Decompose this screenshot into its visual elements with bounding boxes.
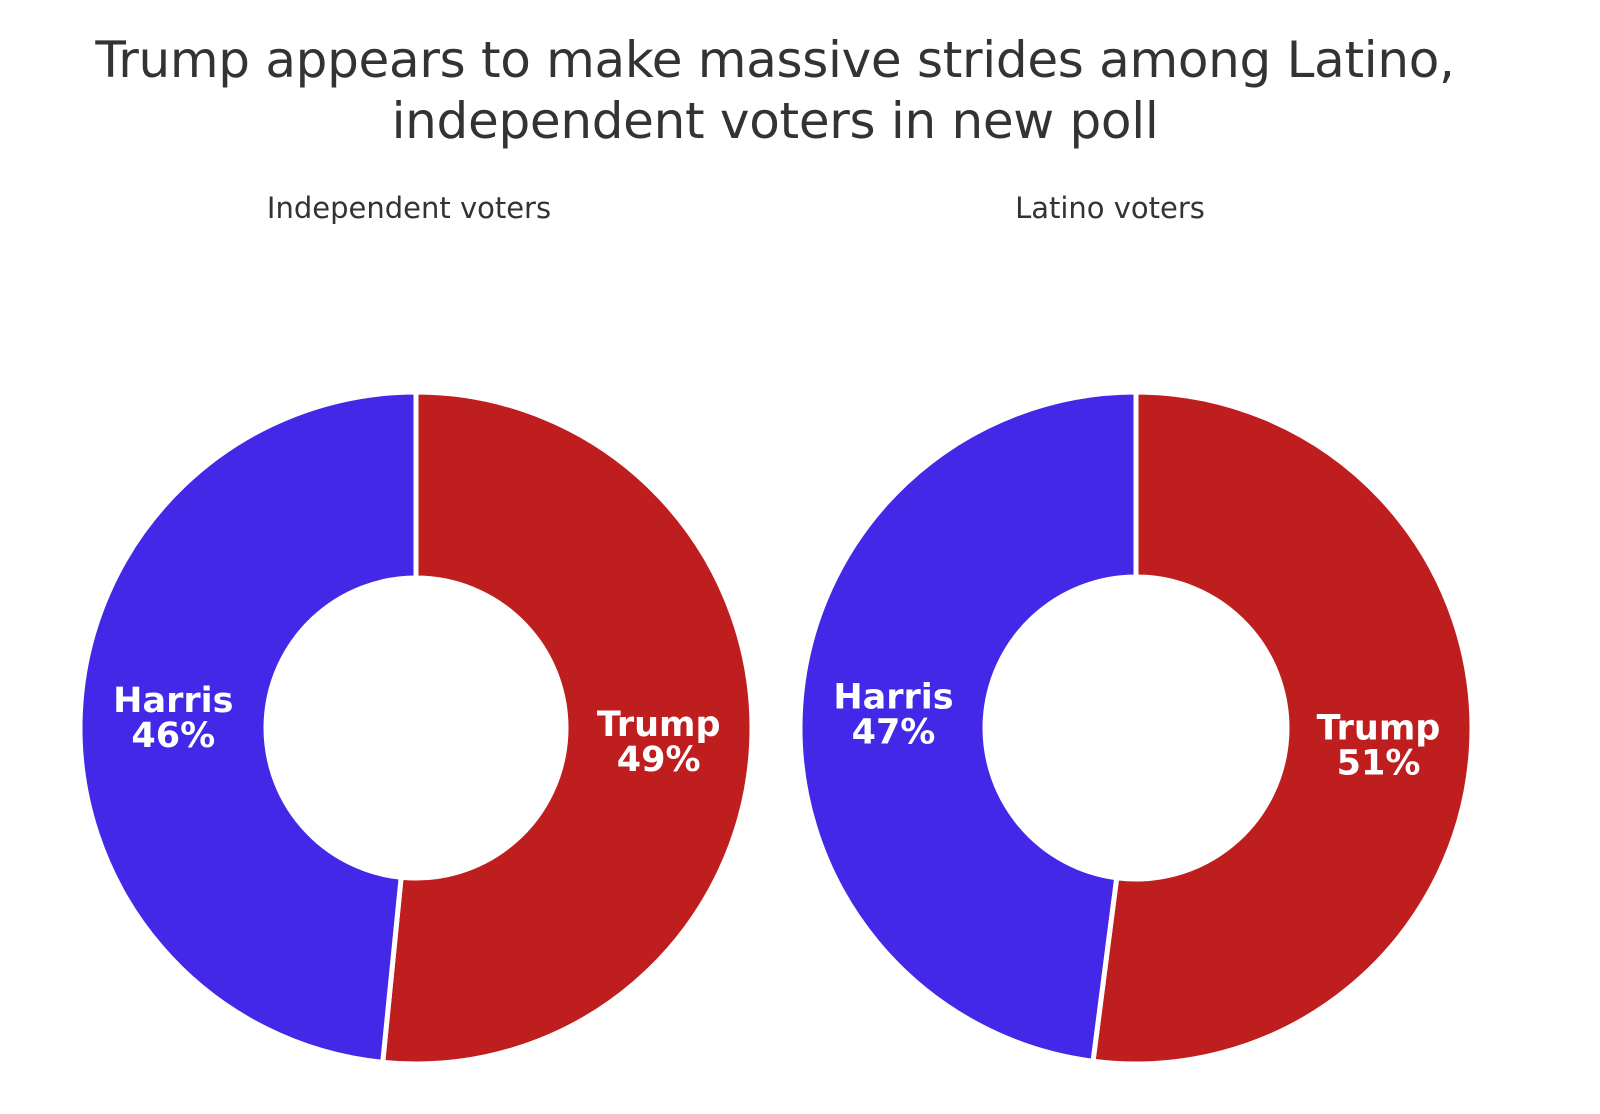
title-line-2: independent voters in new poll: [391, 92, 1159, 150]
slice-label-trump: Trump: [1317, 709, 1441, 749]
slice-value-harris: 47%: [852, 712, 936, 752]
slice-value-trump: 51%: [1337, 744, 1421, 784]
slice-label-harris: Harris: [113, 681, 233, 721]
title-line-1: Trump appears to make massive strides am…: [95, 31, 1455, 89]
slice-trump: [1090, 389, 1475, 1067]
slice-label-trump: Trump: [597, 705, 721, 745]
chart-subtitle-independent: Independent voters: [266, 191, 552, 225]
page-title: Trump appears to make massive strides am…: [40, 30, 1510, 152]
slice-harris: [797, 389, 1139, 1064]
chart-subtitle-latino: Latino voters: [1015, 191, 1205, 225]
slice-value-harris: 46%: [131, 716, 215, 756]
slice-label-harris: Harris: [833, 677, 953, 717]
slice-trump: [380, 389, 755, 1067]
slice-value-trump: 49%: [617, 740, 701, 780]
slice-harris: [77, 389, 419, 1065]
